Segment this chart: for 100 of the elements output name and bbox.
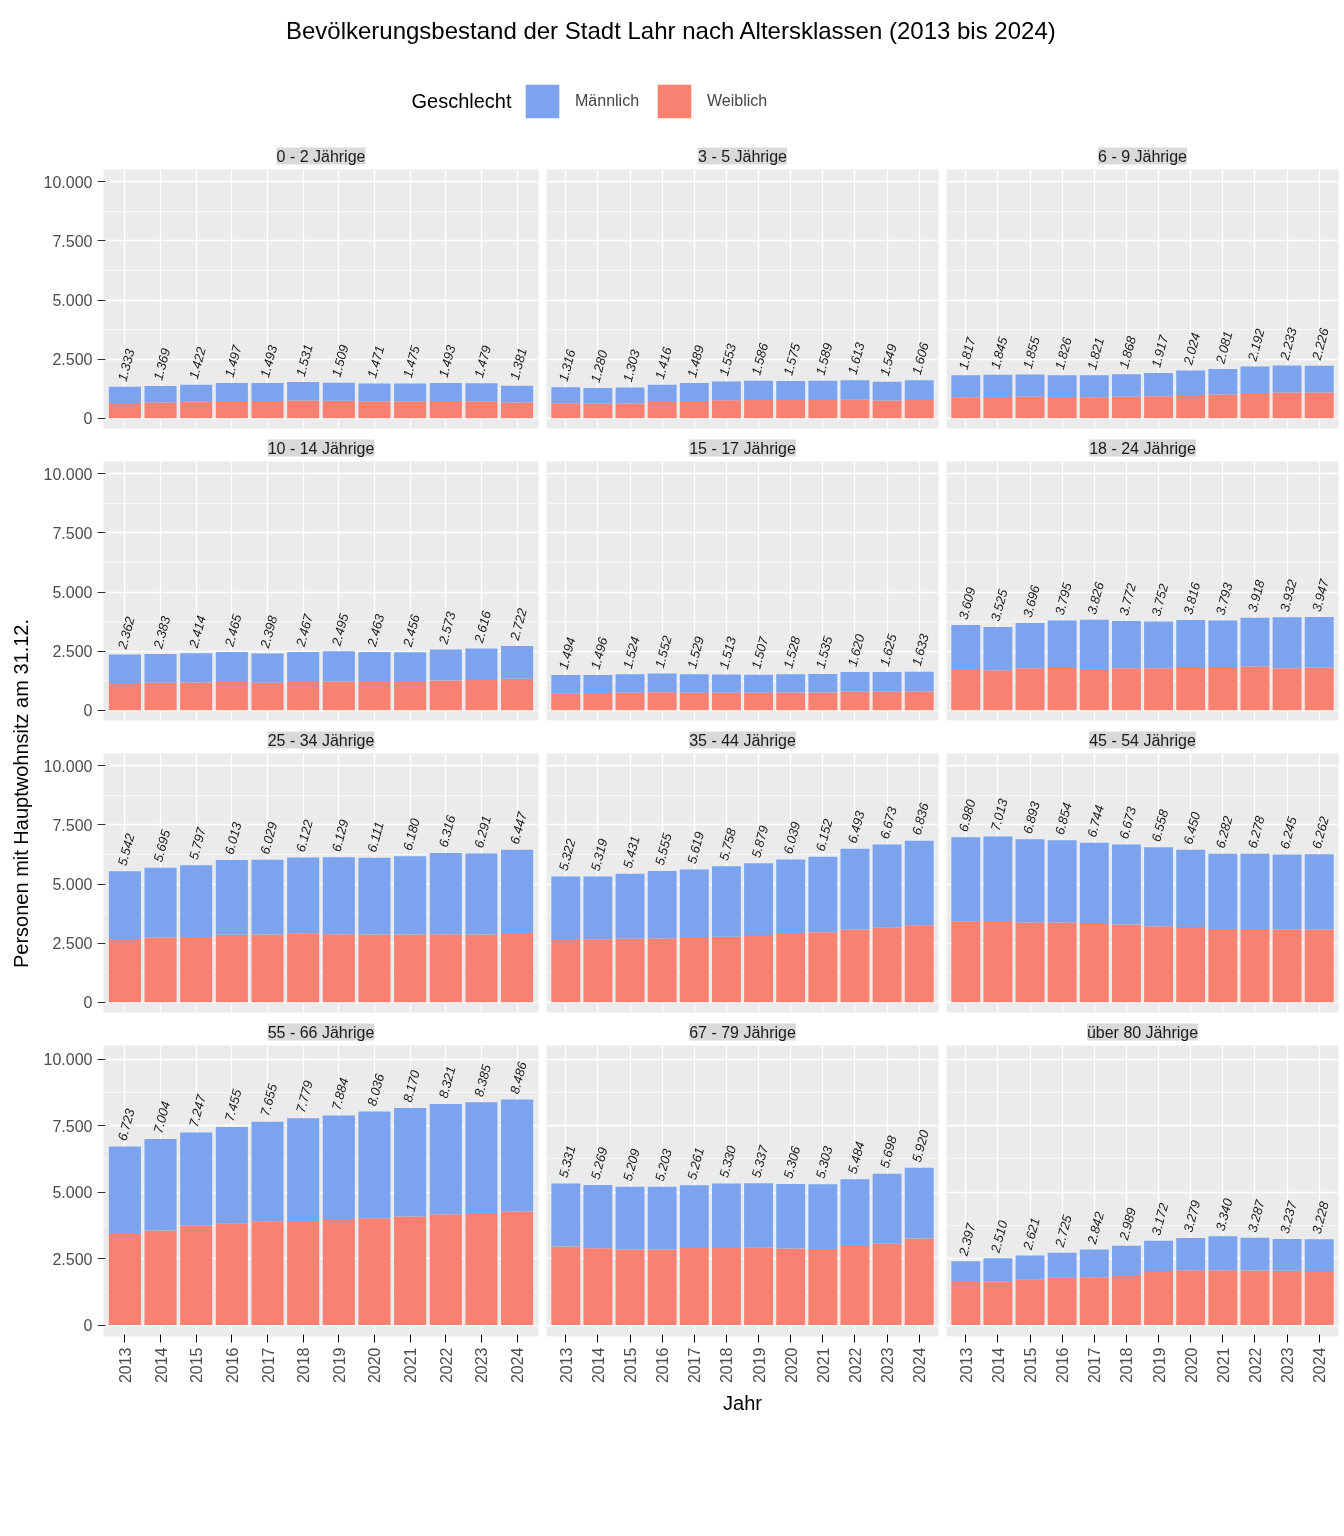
y-tick-label: 10.000	[43, 173, 93, 191]
bar	[180, 384, 213, 402]
bar	[615, 387, 645, 404]
bar	[465, 853, 498, 935]
total-label: 7.247	[185, 1092, 210, 1129]
bar	[1240, 1237, 1270, 1271]
bar	[180, 1225, 213, 1326]
bar	[1144, 621, 1174, 669]
total-label: 5.879	[748, 823, 772, 860]
x-tick-label: 2014	[589, 1347, 607, 1384]
bar	[1111, 621, 1141, 669]
total-label: 3.752	[1148, 581, 1172, 618]
bar	[1304, 1239, 1334, 1272]
total-label: 2.081	[1212, 329, 1236, 367]
bar	[1111, 668, 1141, 711]
total-label: 6.836	[908, 800, 933, 837]
bar	[647, 402, 677, 419]
total-label: 3.793	[1212, 580, 1236, 617]
bar	[501, 849, 534, 934]
y-tick-label: 7.500	[52, 232, 93, 250]
text: Bevölkerungsbestand der Stadt Lahr nach Altersklassen (2013 bis 2024)	[285, 17, 1056, 44]
bar	[551, 693, 581, 711]
bar	[251, 1221, 284, 1326]
total-label: 5.303	[812, 1144, 836, 1181]
bar	[615, 674, 645, 693]
bar	[679, 937, 709, 1003]
bar	[1304, 616, 1334, 668]
bar	[1047, 667, 1077, 711]
bar	[358, 1218, 391, 1326]
total-label: 5.431	[619, 834, 643, 870]
total-label: 6.278	[1244, 813, 1268, 850]
bar	[1176, 926, 1206, 1003]
x-tick-label: 2014	[152, 1347, 170, 1384]
bar	[840, 929, 870, 1003]
bar	[1111, 1245, 1141, 1276]
total-label: 1.868	[1116, 334, 1140, 371]
total-label: 1.333	[114, 346, 138, 383]
x-tick-label: 2022	[846, 1347, 864, 1384]
bar	[180, 865, 213, 938]
bar	[1047, 1277, 1077, 1326]
total-label: 6.029	[257, 820, 281, 856]
bar	[215, 934, 248, 1003]
bar	[180, 653, 213, 683]
bar	[1144, 1271, 1174, 1326]
bar	[711, 1183, 741, 1248]
bar	[872, 400, 902, 419]
bar	[776, 400, 806, 419]
x-tick-label: 2024	[509, 1347, 527, 1384]
x-tick-label: 2015	[188, 1347, 206, 1384]
bar	[1272, 617, 1302, 669]
bar	[615, 1186, 645, 1250]
bar	[1240, 617, 1270, 667]
bar	[215, 681, 248, 711]
chart-subtitle: 10 - 14 Jährige	[267, 439, 375, 457]
bar	[358, 652, 391, 682]
bar	[808, 399, 838, 419]
bar	[872, 1243, 902, 1326]
x-tick-label: 2019	[330, 1347, 348, 1384]
bar	[904, 840, 934, 926]
bar	[679, 401, 709, 419]
total-label: 1.528	[780, 634, 804, 671]
total-label: 2.414	[185, 613, 209, 651]
bar	[647, 1249, 677, 1326]
total-label: 2.467	[292, 611, 317, 649]
bar	[1208, 369, 1238, 395]
bar	[583, 939, 613, 1003]
x-tick-label: 2022	[437, 1347, 455, 1384]
bar	[1111, 924, 1141, 1003]
bar	[287, 857, 320, 934]
x-tick-label: 2020	[1182, 1347, 1200, 1384]
bar	[583, 693, 613, 711]
total-label: 1.633	[908, 631, 933, 668]
bar	[983, 670, 1013, 711]
bar	[465, 383, 498, 402]
bar	[322, 1219, 355, 1326]
bar	[1272, 365, 1302, 393]
x-tick-label: 2014	[989, 1347, 1007, 1384]
total-label: 2.989	[1115, 1206, 1140, 1243]
bar	[108, 682, 141, 711]
bar	[647, 384, 677, 403]
total-label: 1.280	[587, 347, 611, 384]
total-label: 3.237	[1276, 1198, 1300, 1235]
bar	[501, 385, 534, 403]
bar	[1079, 670, 1109, 711]
chart-subtitle: 6 - 9 Jährige	[1098, 147, 1188, 165]
total-label: 1.493	[435, 342, 459, 379]
legend-label: Weiblich	[707, 92, 768, 110]
bar	[1079, 619, 1109, 671]
bar	[1111, 374, 1141, 397]
bar	[429, 383, 462, 402]
bar	[904, 1238, 934, 1326]
y-tick-label: 5.000	[52, 1184, 93, 1202]
total-label: 1.821	[1084, 335, 1107, 372]
y-tick-label: 10.000	[43, 1051, 93, 1069]
total-label: 5.209	[619, 1147, 643, 1183]
bar	[951, 624, 981, 669]
x-tick-label: 2016	[1054, 1347, 1072, 1384]
bar	[287, 681, 320, 711]
total-label: 7.655	[257, 1081, 281, 1118]
bar	[951, 375, 981, 398]
